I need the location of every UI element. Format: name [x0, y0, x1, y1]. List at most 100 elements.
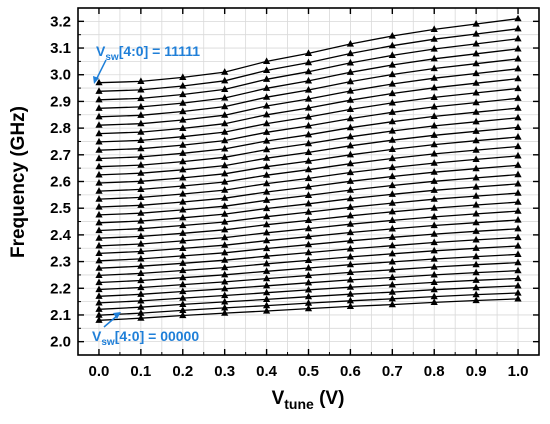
- data-point: [263, 196, 271, 203]
- x-tick-label: 1.0: [508, 363, 529, 380]
- data-point: [514, 250, 522, 257]
- data-point: [472, 146, 480, 153]
- data-point: [263, 66, 271, 73]
- data-point: [179, 221, 187, 229]
- data-point: [346, 159, 354, 167]
- data-point: [388, 163, 396, 171]
- data-point: [430, 159, 438, 166]
- data-point: [221, 263, 229, 271]
- data-point: [95, 129, 103, 137]
- data-point: [263, 288, 271, 296]
- data-point: [95, 146, 103, 153]
- data-point: [137, 201, 145, 208]
- series-3: [95, 274, 522, 306]
- data-point: [430, 285, 438, 293]
- series-8: [95, 233, 522, 271]
- data-point: [346, 141, 354, 149]
- data-point: [263, 145, 271, 153]
- data-point: [137, 262, 145, 269]
- data-point: [430, 45, 438, 52]
- data-point: [263, 119, 271, 127]
- data-point: [430, 278, 438, 285]
- series-18: [95, 142, 522, 194]
- data-point: [472, 201, 480, 208]
- data-point: [346, 244, 354, 252]
- data-point: [263, 307, 271, 314]
- data-point: [388, 136, 396, 143]
- data-point: [304, 104, 313, 111]
- data-point: [514, 123, 522, 130]
- data-point: [95, 121, 103, 128]
- data-point: [179, 229, 187, 236]
- series-14: [95, 179, 522, 226]
- data-point: [263, 137, 271, 144]
- data-point: [430, 186, 438, 193]
- data-point: [221, 68, 229, 75]
- annotation-top: Vsw[4:0] = 11111: [96, 43, 200, 63]
- data-point: [304, 208, 313, 215]
- data-point: [514, 151, 522, 159]
- data-point: [514, 242, 522, 249]
- data-point: [346, 96, 354, 103]
- data-point: [346, 220, 354, 227]
- data-point: [514, 133, 522, 140]
- data-point: [95, 137, 103, 145]
- data-point: [346, 260, 354, 268]
- data-point: [304, 199, 313, 207]
- data-point: [263, 220, 271, 228]
- data-point: [472, 98, 480, 106]
- y-tick-label: 2.1: [50, 307, 71, 324]
- data-point: [221, 186, 229, 193]
- annotation-top-arrow: [95, 59, 107, 81]
- data-point: [388, 108, 396, 115]
- data-point: [388, 300, 396, 308]
- x-tick-label: 0.2: [172, 363, 193, 380]
- data-point: [137, 269, 145, 276]
- data-point: [346, 275, 354, 283]
- data-point: [472, 108, 480, 115]
- data-point: [137, 309, 145, 316]
- data-point: [472, 227, 480, 234]
- series-23: [95, 94, 522, 153]
- data-point: [221, 303, 229, 311]
- data-point: [388, 145, 396, 152]
- data-point: [179, 205, 187, 213]
- data-point: [263, 244, 271, 252]
- data-point: [472, 155, 480, 162]
- data-point: [137, 111, 145, 118]
- data-point: [179, 157, 187, 165]
- data-point: [179, 165, 187, 173]
- data-point: [388, 249, 396, 257]
- data-point: [430, 140, 438, 148]
- data-point: [430, 195, 438, 202]
- data-point: [137, 152, 145, 160]
- data-point: [179, 190, 187, 197]
- data-point: [346, 186, 354, 193]
- data-point: [388, 199, 396, 206]
- data-point: [430, 149, 438, 157]
- data-point: [346, 114, 354, 122]
- data-point: [221, 270, 229, 278]
- data-point: [95, 170, 103, 178]
- data-point: [430, 121, 438, 129]
- data-point: [472, 260, 480, 268]
- data-point: [137, 296, 145, 304]
- data-point: [346, 211, 354, 219]
- y-tick-label: 2.5: [50, 200, 71, 217]
- data-point: [304, 148, 313, 155]
- data-point: [263, 301, 271, 309]
- series-19: [95, 133, 522, 186]
- data-point: [95, 210, 103, 218]
- data-point: [179, 300, 187, 307]
- data-point: [263, 110, 271, 118]
- data-point: [263, 228, 271, 236]
- data-point: [514, 113, 522, 121]
- data-point: [472, 209, 480, 217]
- x-tick-label: 0.9: [466, 363, 487, 380]
- annotation-bottom-arrow: [103, 314, 119, 328]
- data-point: [137, 193, 145, 200]
- data-point: [304, 182, 313, 190]
- data-point: [137, 276, 145, 284]
- data-point: [95, 256, 103, 264]
- data-point: [179, 244, 187, 251]
